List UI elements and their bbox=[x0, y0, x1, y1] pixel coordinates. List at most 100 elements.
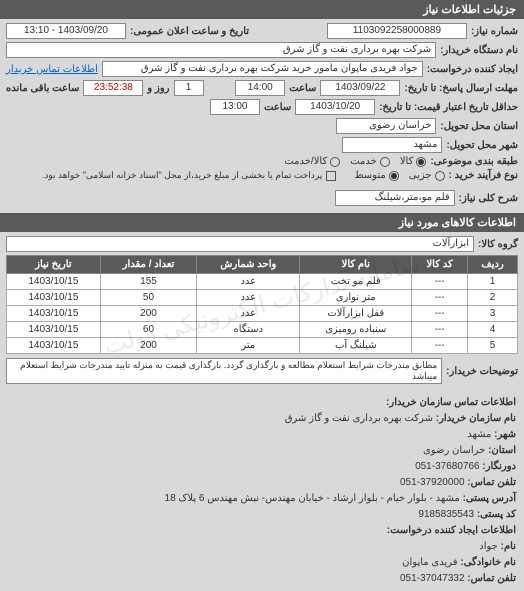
form-area-items: گروه کالا: ابزارآلات سامانه تدارکات الکت… bbox=[0, 232, 524, 391]
days-remaining-field: 1 bbox=[174, 80, 204, 96]
deadline-label: مهلت ارسال پاسخ: تا تاریخ: bbox=[404, 83, 518, 94]
table-cell: قلم مو تخت bbox=[300, 274, 412, 290]
deadline-time-field: 14:00 bbox=[235, 80, 285, 96]
items-table: ردیف کد کالا نام کالا واحد شمارش تعداد /… bbox=[6, 255, 518, 354]
org-name-value: شرکت بهره برداری نفت و گاز شرق bbox=[285, 413, 433, 424]
contact-info-block: اطلاعات تماس سازمان خریدار: نام سازمان خ… bbox=[0, 391, 524, 591]
section-header-details: جزئیات اطلاعات نیاز bbox=[0, 0, 524, 19]
table-cell: 1 bbox=[468, 274, 518, 290]
first-name-value: جواد bbox=[479, 541, 498, 552]
creator-phone-label: تلفن تماس: bbox=[467, 573, 516, 584]
table-cell: 5 bbox=[468, 338, 518, 354]
table-cell: --- bbox=[412, 338, 468, 354]
table-cell: 60 bbox=[100, 322, 196, 338]
radio-icon bbox=[435, 171, 445, 181]
announce-label: تاریخ و ساعت اعلان عمومی: bbox=[130, 26, 249, 37]
org-field: شرکت بهره برداری نفت و گاز شرق bbox=[6, 42, 436, 58]
address-label: آدرس پستی: bbox=[463, 493, 516, 504]
table-cell: قفل ابزارآلات bbox=[300, 306, 412, 322]
contact-province-label: استان: bbox=[488, 445, 516, 456]
purchase-type-radio-group: جزیی متوسط bbox=[354, 170, 444, 181]
city-label: شهر محل تحویل: bbox=[446, 140, 518, 151]
request-no-field: 1103092258000889 bbox=[327, 23, 467, 39]
goods-radio-label: کالا bbox=[400, 156, 414, 167]
buyer-notes-label: توضیحات خریدار: bbox=[446, 366, 518, 377]
time-label-2: ساعت bbox=[264, 102, 291, 113]
table-cell: --- bbox=[412, 306, 468, 322]
validity-date-field: 1403/10/20 bbox=[295, 99, 375, 115]
address-value: مشهد - بلوار خیام - بلوار ارشاد - خیابان… bbox=[165, 493, 460, 504]
table-cell: --- bbox=[412, 274, 468, 290]
province-label: استان محل تحویل: bbox=[440, 121, 518, 132]
col-name: نام کالا bbox=[300, 256, 412, 274]
table-cell: متر نواری bbox=[300, 290, 412, 306]
table-header-row: ردیف کد کالا نام کالا واحد شمارش تعداد /… bbox=[7, 256, 518, 274]
city-field: مشهد bbox=[342, 137, 442, 153]
table-cell: 1403/10/15 bbox=[7, 274, 101, 290]
postal-label: کد پستی: bbox=[477, 509, 516, 520]
table-cell: 200 bbox=[100, 306, 196, 322]
table-cell: 3 bbox=[468, 306, 518, 322]
table-row: 2---متر نواریعدد501403/10/15 bbox=[7, 290, 518, 306]
group-field: ابزارآلات bbox=[6, 236, 474, 252]
table-cell: 200 bbox=[100, 338, 196, 354]
deadline-date-field: 1403/09/22 bbox=[320, 80, 400, 96]
table-cell: 1403/10/15 bbox=[7, 290, 101, 306]
radio-icon bbox=[380, 157, 390, 167]
validity-time-field: 13:00 bbox=[210, 99, 260, 115]
contact-city-value: مشهد bbox=[467, 429, 491, 440]
creator-phone-value: 37047332-051 bbox=[400, 573, 465, 584]
goods-radio[interactable]: کالا bbox=[400, 156, 427, 167]
phone-value: 37920000-051 bbox=[400, 477, 465, 488]
service-radio-label: خدمت bbox=[350, 156, 377, 167]
remaining-label: ساعت باقی مانده bbox=[6, 83, 79, 94]
small-radio[interactable]: جزیی bbox=[409, 170, 445, 181]
col-unit: واحد شمارش bbox=[197, 256, 300, 274]
need-desc-field: قلم مو،متر،شیلنگ bbox=[335, 190, 455, 206]
postal-value: 9185835543 bbox=[418, 509, 474, 520]
table-cell: --- bbox=[412, 322, 468, 338]
time-label-1: ساعت bbox=[289, 83, 316, 94]
radio-icon bbox=[389, 171, 399, 181]
category-label: طبقه بندی موضوعی: bbox=[430, 156, 518, 167]
table-cell: 2 bbox=[468, 290, 518, 306]
table-cell: شیلنگ آب bbox=[300, 338, 412, 354]
table-cell: 1403/10/15 bbox=[7, 338, 101, 354]
medium-radio[interactable]: متوسط bbox=[354, 170, 398, 181]
table-row: 3---قفل ابزارآلاتعدد2001403/10/15 bbox=[7, 306, 518, 322]
both-radio[interactable]: کالا/خدمت bbox=[284, 156, 340, 167]
radio-icon bbox=[416, 157, 426, 167]
treasury-checkbox[interactable] bbox=[326, 171, 336, 181]
table-cell: --- bbox=[412, 290, 468, 306]
table-cell: متر bbox=[197, 338, 300, 354]
service-radio[interactable]: خدمت bbox=[350, 156, 390, 167]
requester-field: جواد فریدی ماپوان مامور خرید شرکت بهره ب… bbox=[102, 61, 423, 77]
phone-label: تلفن تماس: bbox=[467, 477, 516, 488]
medium-radio-label: متوسط bbox=[354, 170, 385, 181]
table-cell: عدد bbox=[197, 274, 300, 290]
table-cell: سنباده رومیزی bbox=[300, 322, 412, 338]
table-cell: دستگاه bbox=[197, 322, 300, 338]
table-cell: عدد bbox=[197, 306, 300, 322]
days-label: روز و bbox=[147, 83, 169, 94]
buyer-notes-field: مطابق مندرجات شرایط استعلام مطالعه و بار… bbox=[6, 358, 442, 384]
small-radio-label: جزیی bbox=[409, 170, 432, 181]
contact-city-label: شهر: bbox=[494, 429, 516, 440]
buyer-contact-link[interactable]: اطلاعات تماس خریدار bbox=[6, 64, 98, 75]
form-area-main: شماره نیاز: 1103092258000889 تاریخ و ساع… bbox=[0, 19, 524, 213]
table-cell: 1403/10/15 bbox=[7, 322, 101, 338]
first-name-label: نام: bbox=[501, 541, 516, 552]
request-no-label: شماره نیاز: bbox=[471, 26, 518, 37]
table-row: 4---سنباده رومیزیدستگاه601403/10/15 bbox=[7, 322, 518, 338]
creator-header: اطلاعات ایجاد کننده درخواست: bbox=[387, 525, 516, 536]
col-date: تاریخ نیاز bbox=[7, 256, 101, 274]
purchase-type-label: نوع فرآیند خرید : bbox=[449, 170, 518, 181]
both-radio-label: کالا/خدمت bbox=[284, 156, 327, 167]
items-table-wrap: سامانه تدارکات الکترونیکی دولت ردیف کد ک… bbox=[6, 255, 518, 354]
col-code: کد کالا bbox=[412, 256, 468, 274]
category-radio-group: کالا خدمت کالا/خدمت bbox=[284, 156, 426, 167]
table-cell: عدد bbox=[197, 290, 300, 306]
contact-province-value: خراسان رضوی bbox=[423, 445, 485, 456]
last-name-value: فریدی ماپوان bbox=[402, 557, 457, 568]
announce-field: 1403/09/20 - 13:10 bbox=[6, 23, 126, 39]
